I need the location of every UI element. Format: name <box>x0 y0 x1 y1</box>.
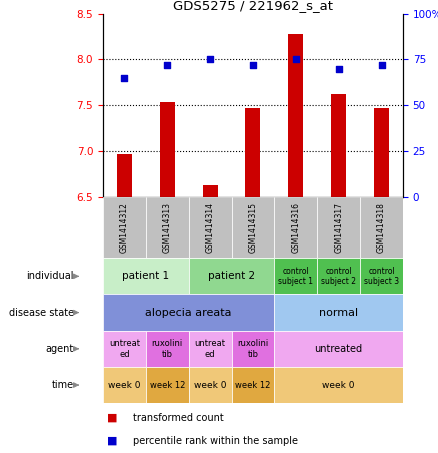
Bar <box>360 258 403 294</box>
Text: individual: individual <box>27 271 74 281</box>
Text: GSM1414313: GSM1414313 <box>163 202 172 253</box>
Bar <box>317 197 360 258</box>
Text: GSM1414316: GSM1414316 <box>291 202 300 253</box>
Bar <box>117 154 132 197</box>
Text: patient 1: patient 1 <box>122 271 170 281</box>
Point <box>378 61 385 68</box>
Bar <box>103 294 274 331</box>
Bar <box>189 367 232 403</box>
Text: week 0: week 0 <box>322 381 355 390</box>
Text: percentile rank within the sample: percentile rank within the sample <box>133 435 297 446</box>
Text: control
subject 2: control subject 2 <box>321 267 356 286</box>
Bar <box>274 294 403 331</box>
Bar <box>103 258 189 294</box>
Bar <box>189 331 232 367</box>
Bar <box>103 367 146 403</box>
Text: transformed count: transformed count <box>133 413 223 423</box>
Text: disease state: disease state <box>9 308 74 318</box>
Text: agent: agent <box>46 344 74 354</box>
Text: normal: normal <box>319 308 358 318</box>
Point <box>121 74 128 82</box>
Point <box>335 65 342 72</box>
Text: time: time <box>52 380 74 390</box>
Bar <box>274 331 403 367</box>
Bar <box>146 197 189 258</box>
Bar <box>317 258 360 294</box>
Text: untreat
ed: untreat ed <box>109 339 140 358</box>
Text: GSM1414318: GSM1414318 <box>377 202 386 253</box>
Point <box>164 61 171 68</box>
Text: week 0: week 0 <box>194 381 226 390</box>
Text: ■: ■ <box>107 413 117 423</box>
Text: GSM1414314: GSM1414314 <box>205 202 215 253</box>
Text: GSM1414317: GSM1414317 <box>334 202 343 253</box>
Text: control
subject 1: control subject 1 <box>278 267 313 286</box>
Text: week 12: week 12 <box>235 381 271 390</box>
Text: control
subject 3: control subject 3 <box>364 267 399 286</box>
Bar <box>189 197 232 258</box>
Bar <box>146 367 189 403</box>
Bar <box>274 258 317 294</box>
Text: week 0: week 0 <box>108 381 141 390</box>
Bar <box>232 367 274 403</box>
Text: ruxolini
tib: ruxolini tib <box>237 339 268 358</box>
Bar <box>232 331 274 367</box>
Bar <box>160 101 175 197</box>
Text: ■: ■ <box>107 435 117 446</box>
Bar <box>288 34 303 197</box>
Text: GSM1414312: GSM1414312 <box>120 202 129 253</box>
Title: GDS5275 / 221962_s_at: GDS5275 / 221962_s_at <box>173 0 333 12</box>
Bar <box>274 197 317 258</box>
Bar <box>189 258 274 294</box>
Point <box>250 61 257 68</box>
Bar <box>374 108 389 197</box>
Text: untreated: untreated <box>314 344 363 354</box>
Bar <box>103 197 146 258</box>
Bar <box>203 185 218 197</box>
Text: untreat
ed: untreat ed <box>194 339 226 358</box>
Bar <box>245 108 261 197</box>
Text: ruxolini
tib: ruxolini tib <box>152 339 183 358</box>
Point <box>292 56 299 63</box>
Bar <box>232 197 274 258</box>
Text: patient 2: patient 2 <box>208 271 255 281</box>
Bar <box>360 197 403 258</box>
Text: week 12: week 12 <box>149 381 185 390</box>
Text: alopecia areata: alopecia areata <box>145 308 232 318</box>
Point <box>207 56 214 63</box>
Bar <box>274 367 403 403</box>
Text: GSM1414315: GSM1414315 <box>248 202 258 253</box>
Bar <box>146 331 189 367</box>
Bar <box>103 331 146 367</box>
Bar <box>331 94 346 197</box>
